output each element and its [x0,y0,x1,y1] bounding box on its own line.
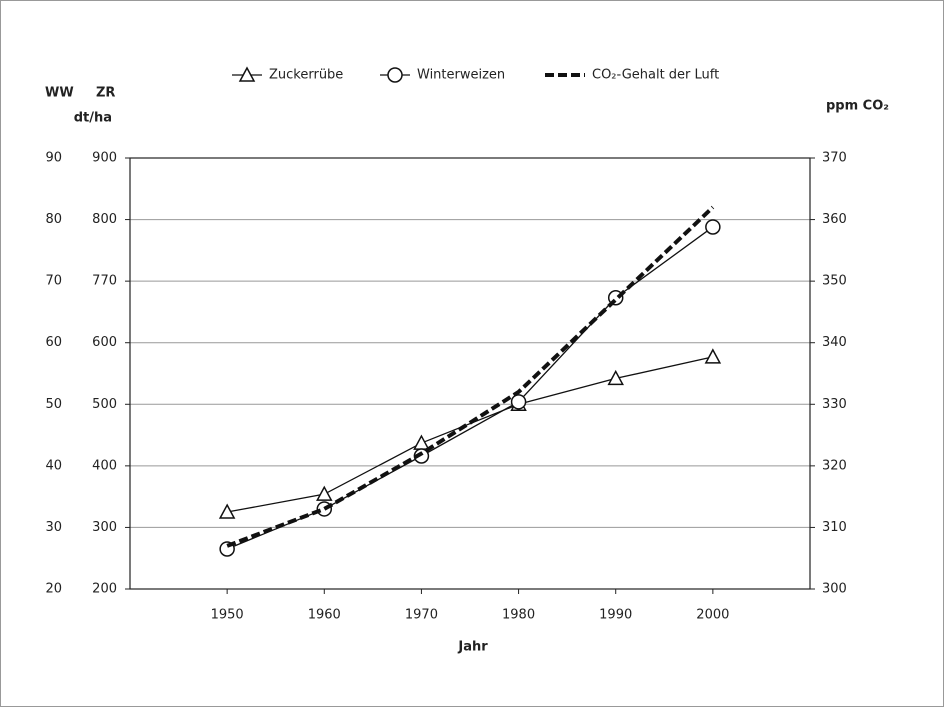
y3-tick-label: 500 [92,397,117,412]
y2-tick-label: 370 [822,151,847,166]
y2-tick-label: 360 [822,212,847,227]
x-tick-label: 1970 [405,608,438,623]
x-tick-label: 1990 [599,608,632,623]
y-tick-label: 70 [45,274,62,289]
x-tick-label: 1960 [308,608,341,623]
y-unit: dt/ha [74,111,112,126]
y3-tick-label: 900 [92,151,117,166]
x-label: Jahr [457,640,488,655]
y3-tick-label: 800 [92,212,117,227]
y2-tick-label: 350 [822,274,847,289]
point [218,503,236,519]
series-line [226,205,715,548]
x-tick-label: 1950 [211,608,244,623]
y-tick-label: 90 [45,151,62,166]
plot-frame [129,157,811,590]
point [704,348,722,364]
legend-marker [238,66,256,82]
x-tick-label: 1980 [502,608,535,623]
point [607,369,624,386]
point [316,485,333,501]
legend-label: CO₂-Gehalt der Luft [592,68,719,83]
y-tick-label: 30 [45,520,62,535]
point [705,219,721,235]
y2-tick-label: 330 [822,397,847,412]
legend-marker [387,67,403,83]
y-tick-label: 50 [45,397,62,412]
y2-tick-label: 310 [822,520,847,535]
y2-tick-label: 340 [822,335,847,350]
y-label: WW [45,86,74,101]
y3-tick-label: 200 [92,582,117,597]
series-line [227,356,713,513]
point [510,394,527,410]
y-tick-label: 80 [45,212,62,227]
y3-tick-label: 300 [92,520,117,535]
y-tick-label: 40 [45,458,62,473]
y-tick-label: 60 [45,335,62,350]
y3-tick-label: 600 [92,335,117,350]
x-tick-label: 2000 [696,608,729,623]
y2-label: ppm CO₂ [826,99,889,114]
y3-label: ZR [96,86,115,101]
legend-label: Winterweizen [417,68,505,83]
y3-tick-label: 770 [92,274,117,289]
legend-label: Zuckerrübe [269,68,343,83]
y-tick-label: 20 [45,582,62,597]
y2-tick-label: 320 [822,458,847,473]
y2-tick-label: 300 [822,582,847,597]
y3-tick-label: 400 [92,458,117,473]
